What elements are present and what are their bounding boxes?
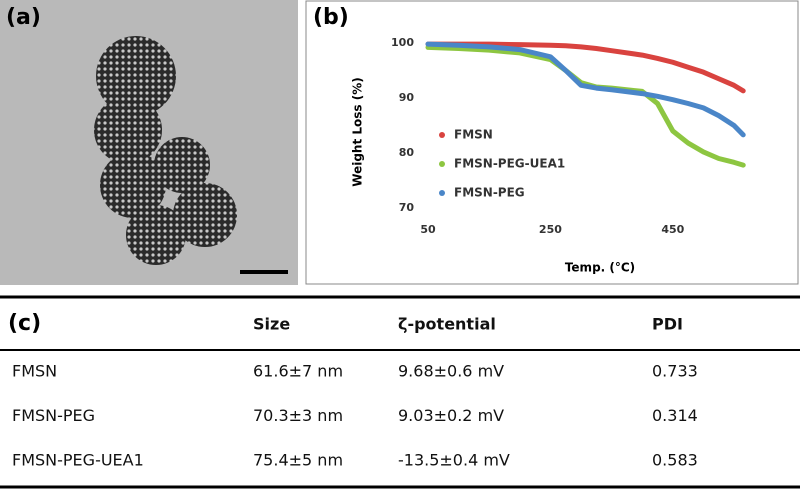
table-cell: FMSN-PEG xyxy=(12,406,95,425)
legend-label: FMSN-PEG-UEA1 xyxy=(454,157,565,171)
table-cell: 0.583 xyxy=(652,451,698,470)
table-cell: 9.68±0.6 mV xyxy=(398,362,504,381)
table-header: Size xyxy=(253,315,290,334)
legend-label: FMSN xyxy=(454,128,493,142)
table-cell: -13.5±0.4 mV xyxy=(398,451,510,470)
particles xyxy=(94,36,237,265)
legend-marker xyxy=(439,161,445,167)
panel-label: (b) xyxy=(313,5,349,30)
chart-frame xyxy=(305,0,799,285)
legend-marker xyxy=(439,132,445,138)
y-tick-label: 80 xyxy=(399,146,415,159)
y-tick-label: 100 xyxy=(391,36,414,49)
table-cell: FMSN-PEG-UEA1 xyxy=(12,451,144,470)
x-axis-title: Temp. (°C) xyxy=(565,261,635,275)
legend-label: FMSN-PEG xyxy=(454,186,525,200)
panel-label: (a) xyxy=(6,5,41,30)
series-line xyxy=(425,41,746,138)
table-cell: 61.6±7 nm xyxy=(253,362,343,381)
x-tick-label: 50 xyxy=(420,223,436,236)
table-cell: 0.733 xyxy=(652,362,698,381)
table-cell: 9.03±0.2 mV xyxy=(398,406,504,425)
table-header: ζ-potential xyxy=(398,315,496,334)
x-tick-label: 250 xyxy=(539,223,562,236)
table-cell: 70.3±3 nm xyxy=(253,406,343,425)
legend-marker xyxy=(439,190,445,196)
series-line xyxy=(425,41,746,94)
y-axis-title: Weight Loss (%) xyxy=(351,77,365,186)
table-cell: FMSN xyxy=(12,362,57,381)
y-tick-label: 90 xyxy=(399,91,415,104)
table-cell: 0.314 xyxy=(652,406,698,425)
table-cell: 75.4±5 nm xyxy=(253,451,343,470)
x-tick-label: 450 xyxy=(661,223,684,236)
y-tick-label: 70 xyxy=(399,201,415,214)
panel-label: (c) xyxy=(8,311,41,336)
table-header: PDI xyxy=(652,315,683,334)
